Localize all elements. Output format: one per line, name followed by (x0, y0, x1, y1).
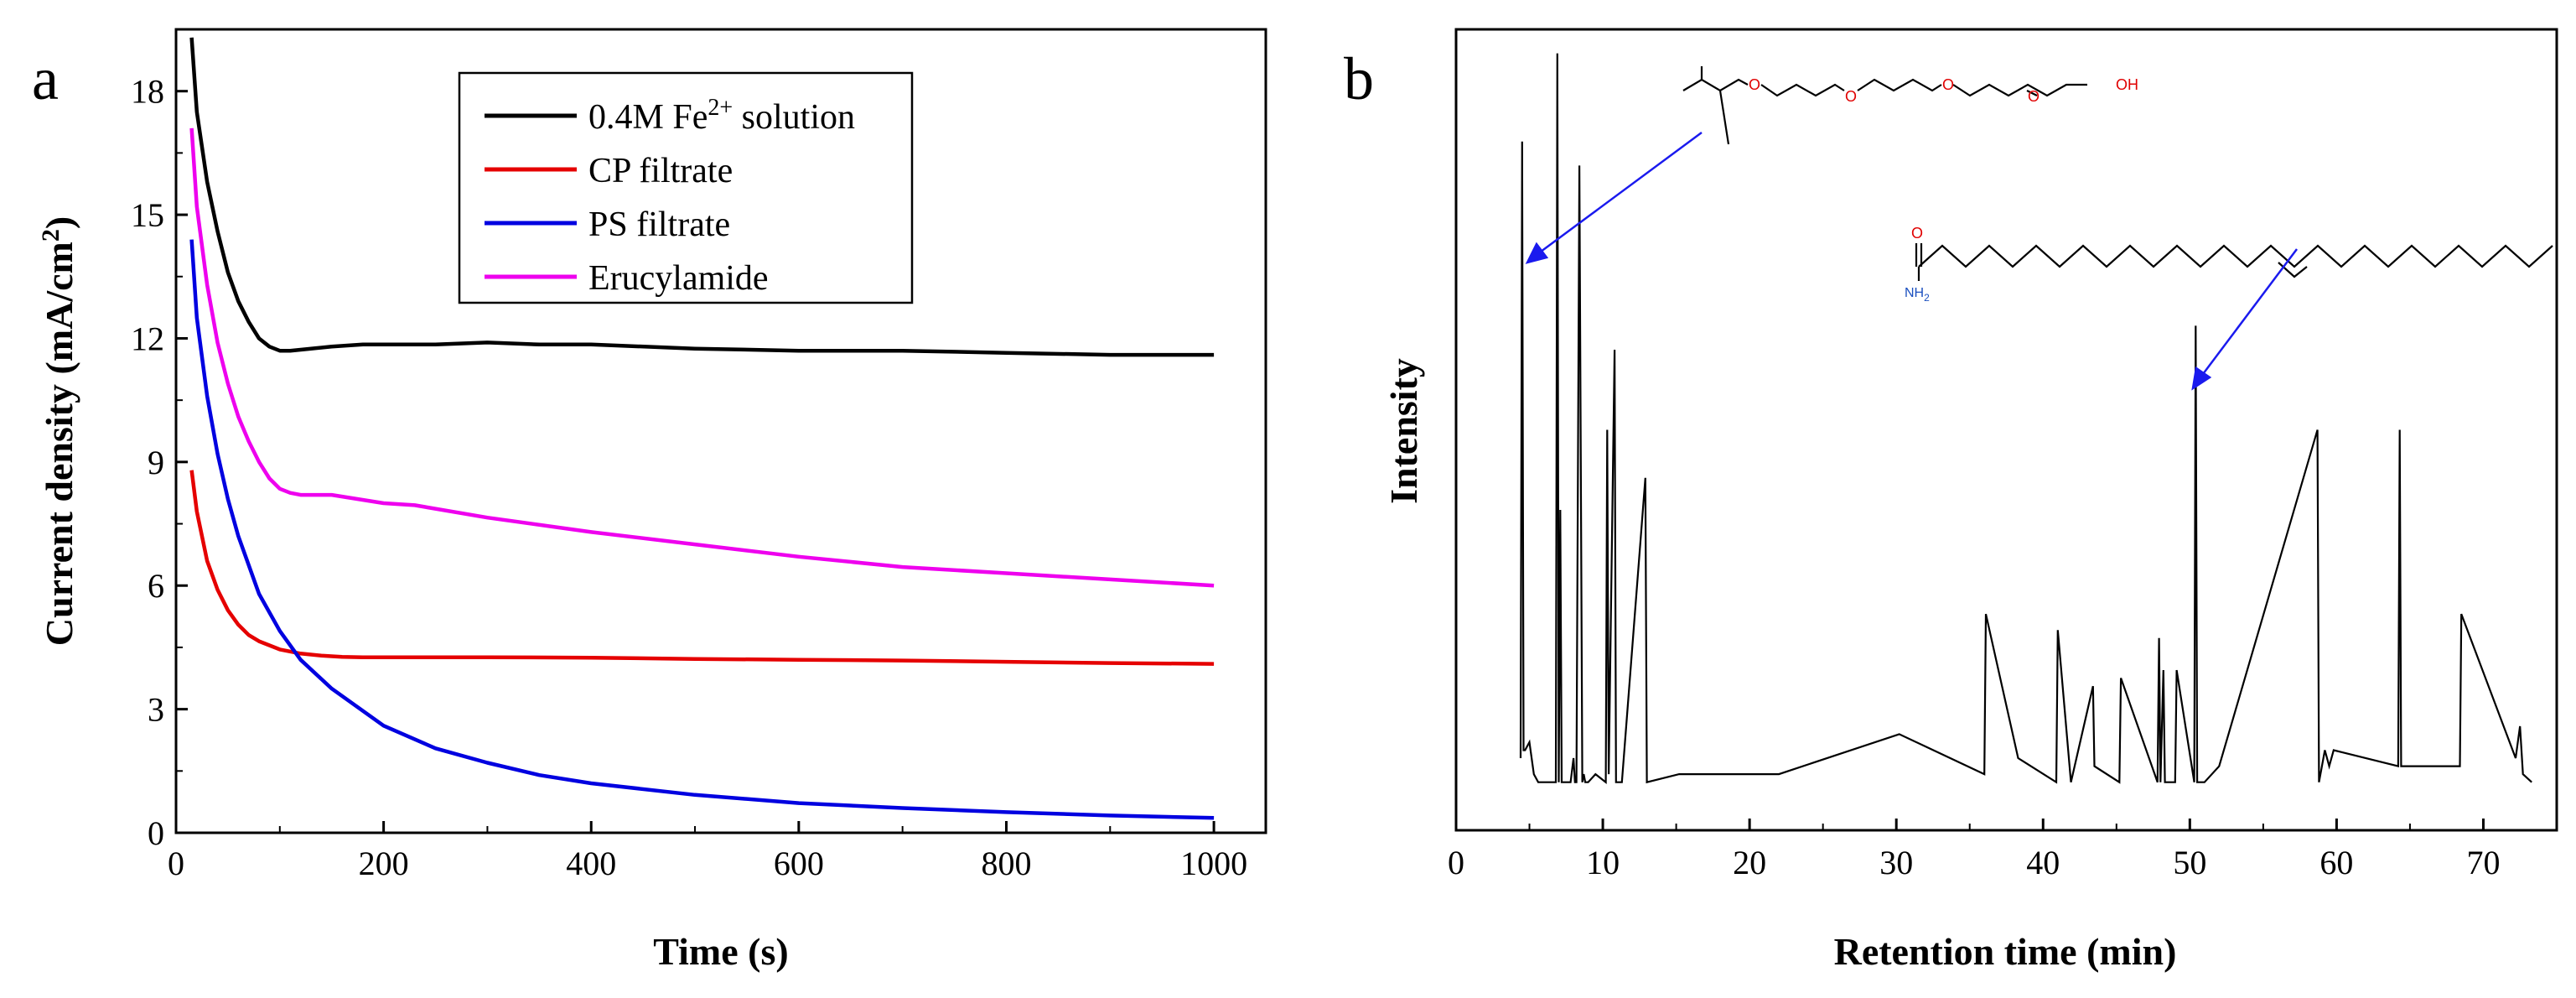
glycol-branch-bottom (1718, 90, 1730, 145)
glycol-oh: OH (2116, 76, 2138, 93)
a-ytick-label: 6 (148, 567, 164, 605)
glycol-ether-structure (1682, 66, 2087, 145)
panel-b-y-axis-label: Intensity (1382, 358, 1425, 504)
panel-b-plot-frame (1454, 28, 2558, 832)
amide-nh2: NH2 (1905, 286, 1930, 304)
legend-label-fe: 0.4M Fe2+ solution (588, 95, 855, 137)
annotation-arrows (1525, 131, 2298, 391)
legend-box (458, 71, 914, 304)
a-ytick-label: 9 (148, 444, 164, 481)
series-line-ps-filtrate (189, 239, 1215, 820)
b-xtick-label: 50 (2173, 844, 2206, 881)
b-xtick-label: 60 (2319, 844, 2353, 881)
legend-label-erucylamide: Erucylamide (588, 259, 769, 298)
glycol-chain (1760, 83, 1845, 97)
glycol-o-2: O (1845, 88, 1857, 105)
panel-a-x-ticks: 0 200 400 600 800 1000 (168, 821, 1247, 882)
a-ytick-label: 15 (131, 196, 164, 234)
erucyl-chain (1918, 244, 2553, 268)
glycol-o-4: O (2028, 88, 2040, 105)
chromatogram-line (1519, 53, 2532, 784)
arrow-erucylamide-line (2197, 248, 2298, 382)
glycol-o-1: O (1749, 76, 1760, 93)
arrow-glycol-head (1525, 242, 1549, 264)
panel-a-y-ticks: 0 3 6 9 12 15 18 (131, 73, 188, 852)
series-line-0-4m-fe (189, 37, 1215, 357)
glycol-chain-2 (1857, 78, 1942, 92)
arrow-erucylamide-head (2191, 366, 2212, 391)
ylabel-main: Current density (mA/cm (38, 242, 80, 646)
a-ytick-label: 12 (131, 320, 164, 357)
b-xtick-label: 0 (1448, 844, 1464, 881)
panel-b-x-ticks: 0 10 20 30 40 50 60 70 (1448, 819, 2500, 881)
panel-b-chromatogram: b 0 10 20 30 40 50 60 70 Intensity Retention ti… (1344, 28, 2558, 973)
ylabel-sup: 2 (37, 229, 65, 242)
b-xtick-label: 30 (1879, 844, 1913, 881)
glycol-chain-4 (2026, 90, 2038, 96)
b-xtick-label: 20 (1733, 844, 1766, 881)
erucylamide-structure (1915, 243, 2553, 281)
amide-sub: 2 (1924, 292, 1930, 304)
legend-fe-main: 0.4M Fe (588, 98, 707, 137)
glycol-bonds (1682, 78, 1749, 92)
legend-fe-end: solution (733, 98, 855, 137)
panel-a-current-density-chart: a 0 3 6 9 12 15 18 0 200 400 600 800 1000 Current d… (32, 28, 1267, 973)
legend-label-cp: CP filtrate (588, 152, 733, 190)
series-line-erucylamide (189, 127, 1215, 588)
series-line-cp-filtrate (189, 470, 1215, 666)
panel-a-y-axis-label: Current density (mA/cm2) (37, 216, 80, 646)
amide-nh: NH (1905, 286, 1924, 300)
glycol-chain-3 (1952, 83, 2087, 97)
glycol-o-3: O (1942, 76, 1954, 93)
a-ytick-label: 0 (148, 814, 164, 852)
a-xtick-label: 800 (981, 845, 1031, 882)
a-xtick-label: 400 (566, 845, 616, 882)
amide-o: O (1911, 225, 1923, 242)
panel-b-series (1519, 53, 2532, 784)
a-ytick-label: 18 (131, 73, 164, 111)
panel-a-legend: 0.4M Fe2+ solution CP filtrate PS filtra… (458, 71, 914, 304)
ylabel-end: ) (38, 216, 80, 229)
panel-a-plot-frame (174, 28, 1267, 834)
b-xtick-label: 10 (1586, 844, 1620, 881)
b-xtick-label: 70 (2466, 844, 2500, 881)
legend-fe-sup: 2+ (707, 95, 733, 121)
arrow-glycol-line (1533, 131, 1703, 258)
panel-label-b: b (1344, 45, 1374, 112)
panel-b-x-axis-label: Retention time (min) (1834, 930, 2177, 973)
a-ytick-label: 3 (148, 691, 164, 729)
b-xtick-label: 40 (2026, 844, 2060, 881)
a-xtick-label: 1000 (1180, 845, 1247, 882)
panel-label-a: a (32, 45, 59, 112)
legend-label-ps: PS filtrate (588, 205, 730, 244)
a-xtick-label: 0 (168, 845, 184, 882)
a-xtick-label: 200 (359, 845, 409, 882)
panel-a-x-axis-label: Time (s) (653, 930, 788, 973)
a-xtick-label: 600 (774, 845, 824, 882)
panel-a-series (189, 37, 1215, 820)
